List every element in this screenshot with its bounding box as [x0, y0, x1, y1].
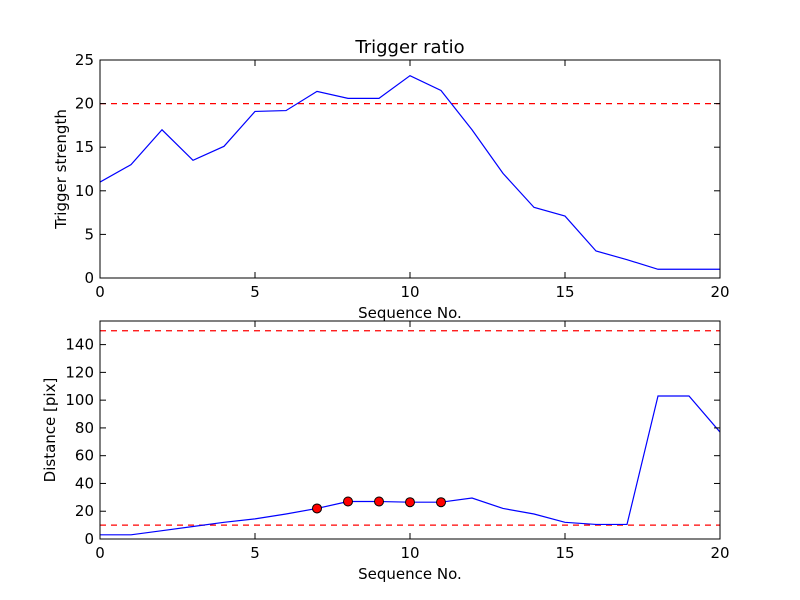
- axes-frame: [99, 320, 721, 540]
- series-line: [100, 75, 720, 270]
- y-tick-label: 5: [84, 225, 94, 243]
- distance-plot-area: 0 5 10 15 20 0 20 40 60 80 100 120 140: [65, 320, 730, 562]
- y-tick-label: 60: [75, 447, 94, 465]
- y-tick-label: 20: [75, 502, 94, 520]
- y-axis-label: Trigger strength: [52, 109, 70, 230]
- y-tick-label: 140: [65, 336, 94, 354]
- data-point-marker: [374, 496, 384, 507]
- data-point-marker: [312, 503, 322, 514]
- y-tick-label: 20: [75, 95, 94, 113]
- y-tick-label: 0: [84, 269, 94, 287]
- y-tick-label: 25: [75, 51, 94, 69]
- axes-frame: [99, 59, 721, 279]
- y-tick-label: 15: [75, 138, 94, 156]
- x-tick-label: 15: [555, 544, 574, 562]
- x-tick-label: 0: [95, 544, 105, 562]
- x-tick-label: 10: [400, 283, 419, 301]
- y-axis-label: Distance [pix]: [41, 378, 59, 483]
- y-tick-label: 40: [75, 474, 94, 492]
- y-tick-label: 120: [65, 363, 94, 381]
- x-tick-label: 20: [710, 544, 729, 562]
- data-point-marker: [343, 496, 353, 507]
- x-axis-label: Sequence No.: [358, 565, 462, 583]
- y-tick-label: 10: [75, 182, 94, 200]
- data-point-marker: [436, 497, 446, 508]
- x-tick-label: 20: [710, 283, 729, 301]
- data-point-marker: [405, 497, 415, 508]
- x-tick-label: 5: [250, 544, 260, 562]
- x-axis-label: Sequence No.: [358, 304, 462, 322]
- x-tick-label: 5: [250, 283, 260, 301]
- y-tick-label: 0: [84, 530, 94, 548]
- x-tick-label: 0: [95, 283, 105, 301]
- x-tick-label: 10: [400, 544, 419, 562]
- y-tick-label: 100: [65, 391, 94, 409]
- trigger-ratio-chart: Trigger ratio 0 5 10 15 20 0 5 10 15 20 25 Sequenc…: [52, 37, 730, 322]
- chart-title: Trigger ratio: [354, 37, 464, 58]
- y-tick-label: 80: [75, 419, 94, 437]
- plot-content: [100, 75, 720, 270]
- x-tick-label: 15: [555, 283, 574, 301]
- trigger-plot-area: 0 5 10 15 20 0 5 10 15 20 25: [75, 51, 730, 301]
